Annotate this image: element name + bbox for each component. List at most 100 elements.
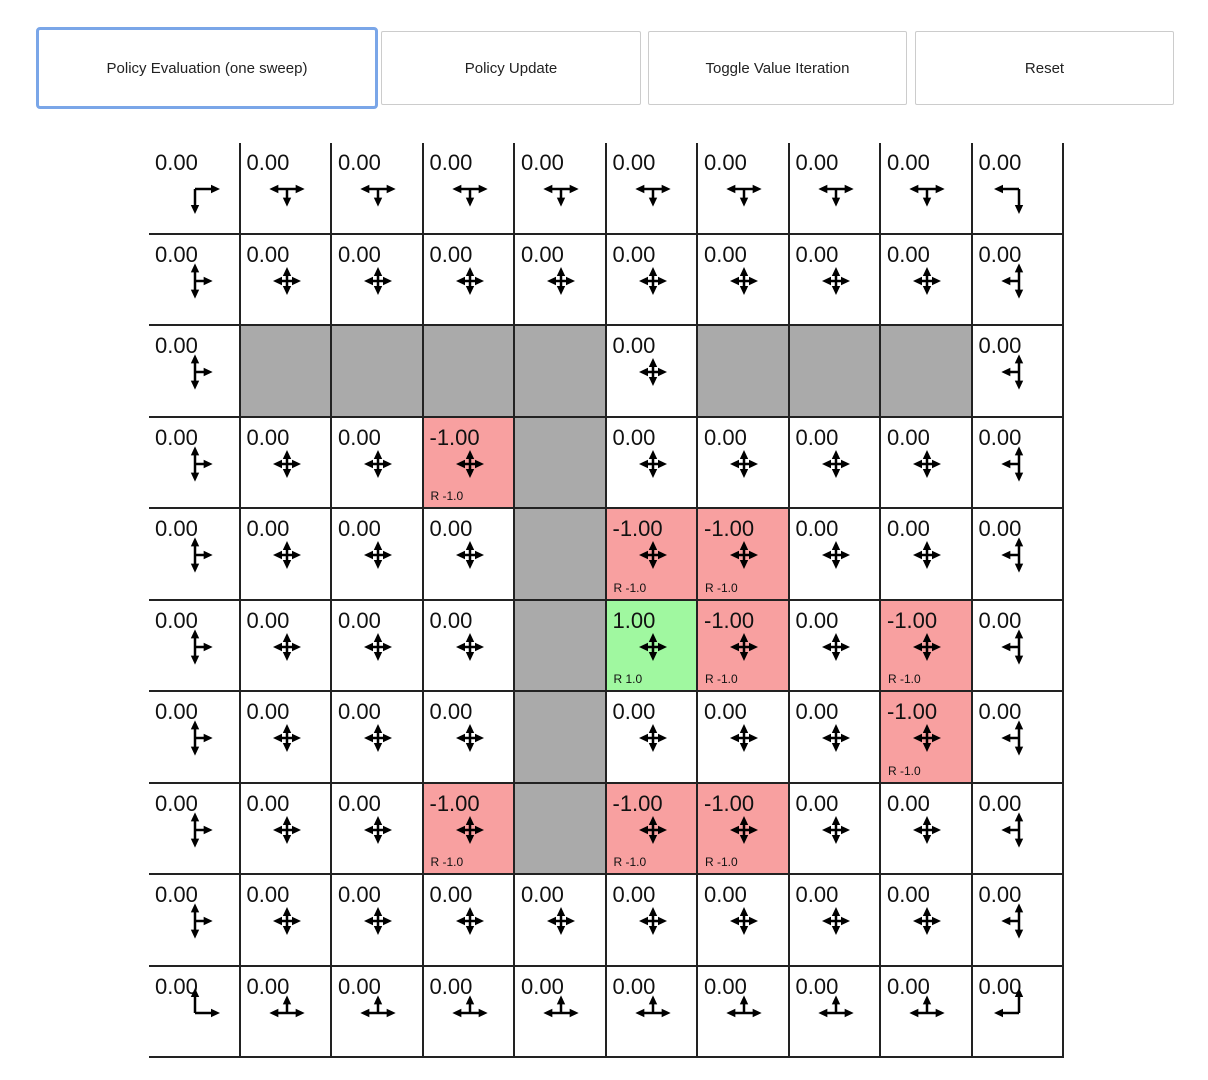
grid-cell[interactable]: 0.00 <box>240 509 332 601</box>
grid-cell[interactable]: 0.00 <box>789 143 881 235</box>
grid-cell[interactable]: 0.00 <box>423 966 515 1058</box>
wall-cell[interactable] <box>881 326 973 418</box>
grid-cell[interactable]: 0.00 <box>149 417 241 509</box>
grid-cell[interactable]: R -1.0 -1.00 <box>698 509 790 601</box>
grid-cell[interactable]: 0.00 <box>332 509 424 601</box>
grid-cell[interactable]: 0.00 <box>240 783 332 875</box>
grid-cell[interactable]: R -1.0 -1.00 <box>698 600 790 692</box>
grid-cell[interactable]: 0.00 <box>972 600 1064 692</box>
grid-cell[interactable]: 0.00 <box>789 783 881 875</box>
grid-cell[interactable]: 0.00 <box>423 875 515 967</box>
grid-cell[interactable]: 0.00 <box>606 234 698 326</box>
grid-cell[interactable]: 0.00 <box>332 783 424 875</box>
grid-cell[interactable]: 0.00 <box>972 692 1064 784</box>
grid-cell[interactable]: R -1.0 -1.00 <box>606 509 698 601</box>
grid-cell[interactable]: 0.00 <box>881 417 973 509</box>
wall-cell[interactable] <box>698 326 790 418</box>
grid-cell[interactable]: 0.00 <box>972 509 1064 601</box>
grid-cell[interactable]: 0.00 <box>698 692 790 784</box>
wall-cell[interactable] <box>423 326 515 418</box>
wall-cell[interactable] <box>515 417 607 509</box>
grid-cell[interactable]: R -1.0 -1.00 <box>881 692 973 784</box>
grid-cell[interactable]: R -1.0 -1.00 <box>423 783 515 875</box>
grid-cell[interactable]: 0.00 <box>972 143 1064 235</box>
reset-button[interactable]: Reset <box>915 31 1174 105</box>
grid-cell[interactable]: 0.00 <box>606 417 698 509</box>
grid-cell[interactable]: 0.00 <box>972 326 1064 418</box>
grid-cell[interactable]: 0.00 <box>149 783 241 875</box>
grid-cell[interactable]: 0.00 <box>881 143 973 235</box>
grid-cell[interactable]: 0.00 <box>240 234 332 326</box>
grid-cell[interactable]: 0.00 <box>698 143 790 235</box>
grid-cell[interactable]: 0.00 <box>240 600 332 692</box>
grid-cell[interactable]: 0.00 <box>332 600 424 692</box>
grid-cell[interactable]: R 1.0 1.00 <box>606 600 698 692</box>
grid-cell[interactable]: 0.00 <box>149 509 241 601</box>
grid-cell[interactable]: 0.00 <box>698 417 790 509</box>
grid-cell[interactable]: 0.00 <box>698 875 790 967</box>
grid-cell[interactable]: 0.00 <box>881 783 973 875</box>
grid-cell[interactable]: 0.00 <box>149 966 241 1058</box>
grid-cell[interactable]: 0.00 <box>789 600 881 692</box>
grid-cell[interactable]: 0.00 <box>972 875 1064 967</box>
grid-cell[interactable]: R -1.0 -1.00 <box>423 417 515 509</box>
grid-cell[interactable]: 0.00 <box>515 234 607 326</box>
grid-cell[interactable]: 0.00 <box>698 234 790 326</box>
grid-cell[interactable]: 0.00 <box>789 417 881 509</box>
grid-cell[interactable]: 0.00 <box>789 875 881 967</box>
grid-cell[interactable]: 0.00 <box>606 966 698 1058</box>
wall-cell[interactable] <box>515 326 607 418</box>
grid-cell[interactable]: 0.00 <box>789 509 881 601</box>
grid-cell[interactable]: 0.00 <box>332 234 424 326</box>
grid-cell[interactable]: 0.00 <box>332 417 424 509</box>
grid-cell[interactable]: 0.00 <box>332 875 424 967</box>
grid-cell[interactable]: 0.00 <box>881 509 973 601</box>
policy-update-button[interactable]: Policy Update <box>381 31 641 105</box>
grid-cell[interactable]: 0.00 <box>606 143 698 235</box>
grid-cell[interactable]: 0.00 <box>332 143 424 235</box>
grid-cell[interactable]: 0.00 <box>149 875 241 967</box>
grid-cell[interactable]: 0.00 <box>423 509 515 601</box>
grid-cell[interactable]: R -1.0 -1.00 <box>881 600 973 692</box>
grid-cell[interactable]: 0.00 <box>240 875 332 967</box>
grid-cell[interactable]: 0.00 <box>240 966 332 1058</box>
grid-cell[interactable]: 0.00 <box>606 692 698 784</box>
wall-cell[interactable] <box>515 783 607 875</box>
grid-cell[interactable]: R -1.0 -1.00 <box>698 783 790 875</box>
grid-cell[interactable]: 0.00 <box>789 234 881 326</box>
grid-cell[interactable]: 0.00 <box>881 966 973 1058</box>
grid-cell[interactable]: 0.00 <box>606 326 698 418</box>
policy-evaluation-button[interactable]: Policy Evaluation (one sweep) <box>36 27 378 109</box>
wall-cell[interactable] <box>515 600 607 692</box>
grid-cell[interactable]: 0.00 <box>972 234 1064 326</box>
grid-cell[interactable]: 0.00 <box>789 692 881 784</box>
toggle-value-iteration-button[interactable]: Toggle Value Iteration <box>648 31 907 105</box>
wall-cell[interactable] <box>515 692 607 784</box>
grid-cell[interactable]: 0.00 <box>149 326 241 418</box>
grid-cell[interactable]: 0.00 <box>240 692 332 784</box>
grid-cell[interactable]: 0.00 <box>606 875 698 967</box>
wall-cell[interactable] <box>789 326 881 418</box>
grid-cell[interactable]: 0.00 <box>149 234 241 326</box>
grid-cell[interactable]: 0.00 <box>332 692 424 784</box>
grid-cell[interactable]: 0.00 <box>698 966 790 1058</box>
grid-cell[interactable]: 0.00 <box>972 783 1064 875</box>
grid-cell[interactable]: 0.00 <box>332 966 424 1058</box>
grid-cell[interactable]: 0.00 <box>515 875 607 967</box>
grid-cell[interactable]: 0.00 <box>881 234 973 326</box>
grid-cell[interactable]: R -1.0 -1.00 <box>606 783 698 875</box>
grid-cell[interactable]: 0.00 <box>149 143 241 235</box>
grid-cell[interactable]: 0.00 <box>515 966 607 1058</box>
grid-cell[interactable]: 0.00 <box>423 600 515 692</box>
grid-cell[interactable]: 0.00 <box>972 417 1064 509</box>
grid-cell[interactable]: 0.00 <box>149 692 241 784</box>
wall-cell[interactable] <box>240 326 332 418</box>
wall-cell[interactable] <box>515 509 607 601</box>
grid-cell[interactable]: 0.00 <box>240 417 332 509</box>
grid-cell[interactable]: 0.00 <box>515 143 607 235</box>
grid-cell[interactable]: 0.00 <box>240 143 332 235</box>
grid-cell[interactable]: 0.00 <box>423 692 515 784</box>
wall-cell[interactable] <box>332 326 424 418</box>
grid-cell[interactable]: 0.00 <box>972 966 1064 1058</box>
grid-cell[interactable]: 0.00 <box>881 875 973 967</box>
